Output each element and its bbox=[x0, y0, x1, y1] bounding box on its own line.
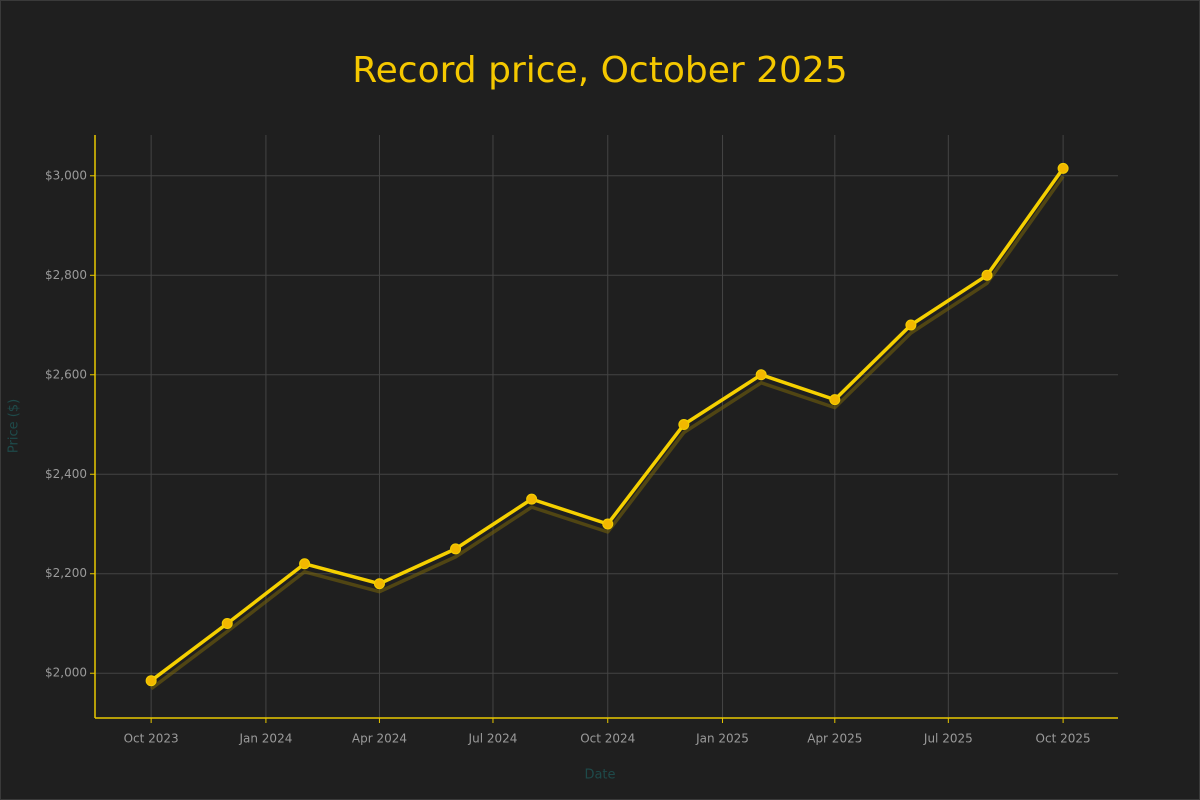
data-point bbox=[829, 394, 841, 406]
x-tick-label: Oct 2024 bbox=[580, 732, 635, 746]
data-point bbox=[145, 675, 157, 687]
data-point bbox=[373, 578, 385, 590]
y-tick-label: $2,600 bbox=[45, 367, 87, 381]
data-point bbox=[602, 518, 614, 530]
y-tick-label: $2,200 bbox=[45, 566, 87, 580]
x-tick-label: Jul 2024 bbox=[468, 732, 518, 746]
y-tick-label: $2,400 bbox=[45, 467, 87, 481]
data-point bbox=[1057, 162, 1069, 174]
y-tick-label: $2,000 bbox=[45, 666, 87, 680]
data-point bbox=[981, 269, 993, 281]
data-point bbox=[755, 369, 767, 381]
x-tick-label: Apr 2025 bbox=[807, 732, 862, 746]
data-point bbox=[450, 543, 462, 555]
data-point bbox=[678, 419, 690, 431]
x-axis-label: Date bbox=[584, 768, 615, 783]
data-point bbox=[221, 617, 233, 629]
data-point bbox=[905, 319, 917, 331]
chart-title: Record price, October 2025 bbox=[352, 50, 847, 91]
x-tick-label: Jan 2024 bbox=[238, 732, 292, 746]
y-axis-label: Price ($) bbox=[7, 399, 22, 453]
x-tick-label: Oct 2023 bbox=[124, 732, 179, 746]
data-point bbox=[526, 493, 538, 505]
y-tick-label: $2,800 bbox=[45, 268, 87, 282]
x-tick-label: Jan 2025 bbox=[695, 732, 749, 746]
x-tick-label: Apr 2024 bbox=[352, 732, 407, 746]
x-tick-label: Jul 2025 bbox=[923, 732, 973, 746]
x-tick-label: Oct 2025 bbox=[1036, 732, 1091, 746]
data-point bbox=[299, 558, 311, 570]
y-tick-label: $3,000 bbox=[45, 168, 87, 182]
